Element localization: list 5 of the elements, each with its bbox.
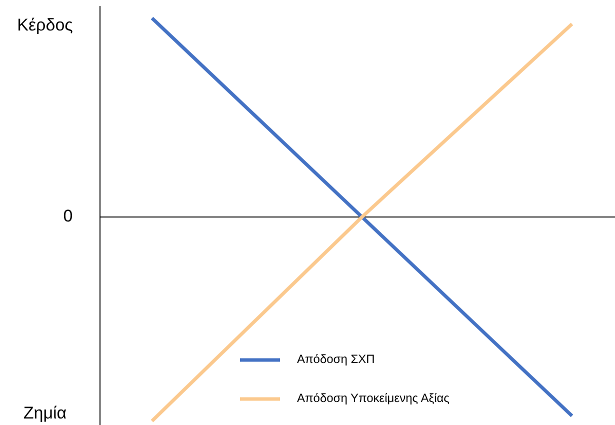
text: Κέρδος: [17, 15, 73, 34]
text: 0: [63, 206, 73, 226]
legend-label: Απόδοση Υποκείμενης Αξίας: [297, 391, 450, 406]
text: Ζημία: [23, 403, 67, 422]
legend-label: Απόδοση ΣΧΠ: [297, 352, 375, 366]
